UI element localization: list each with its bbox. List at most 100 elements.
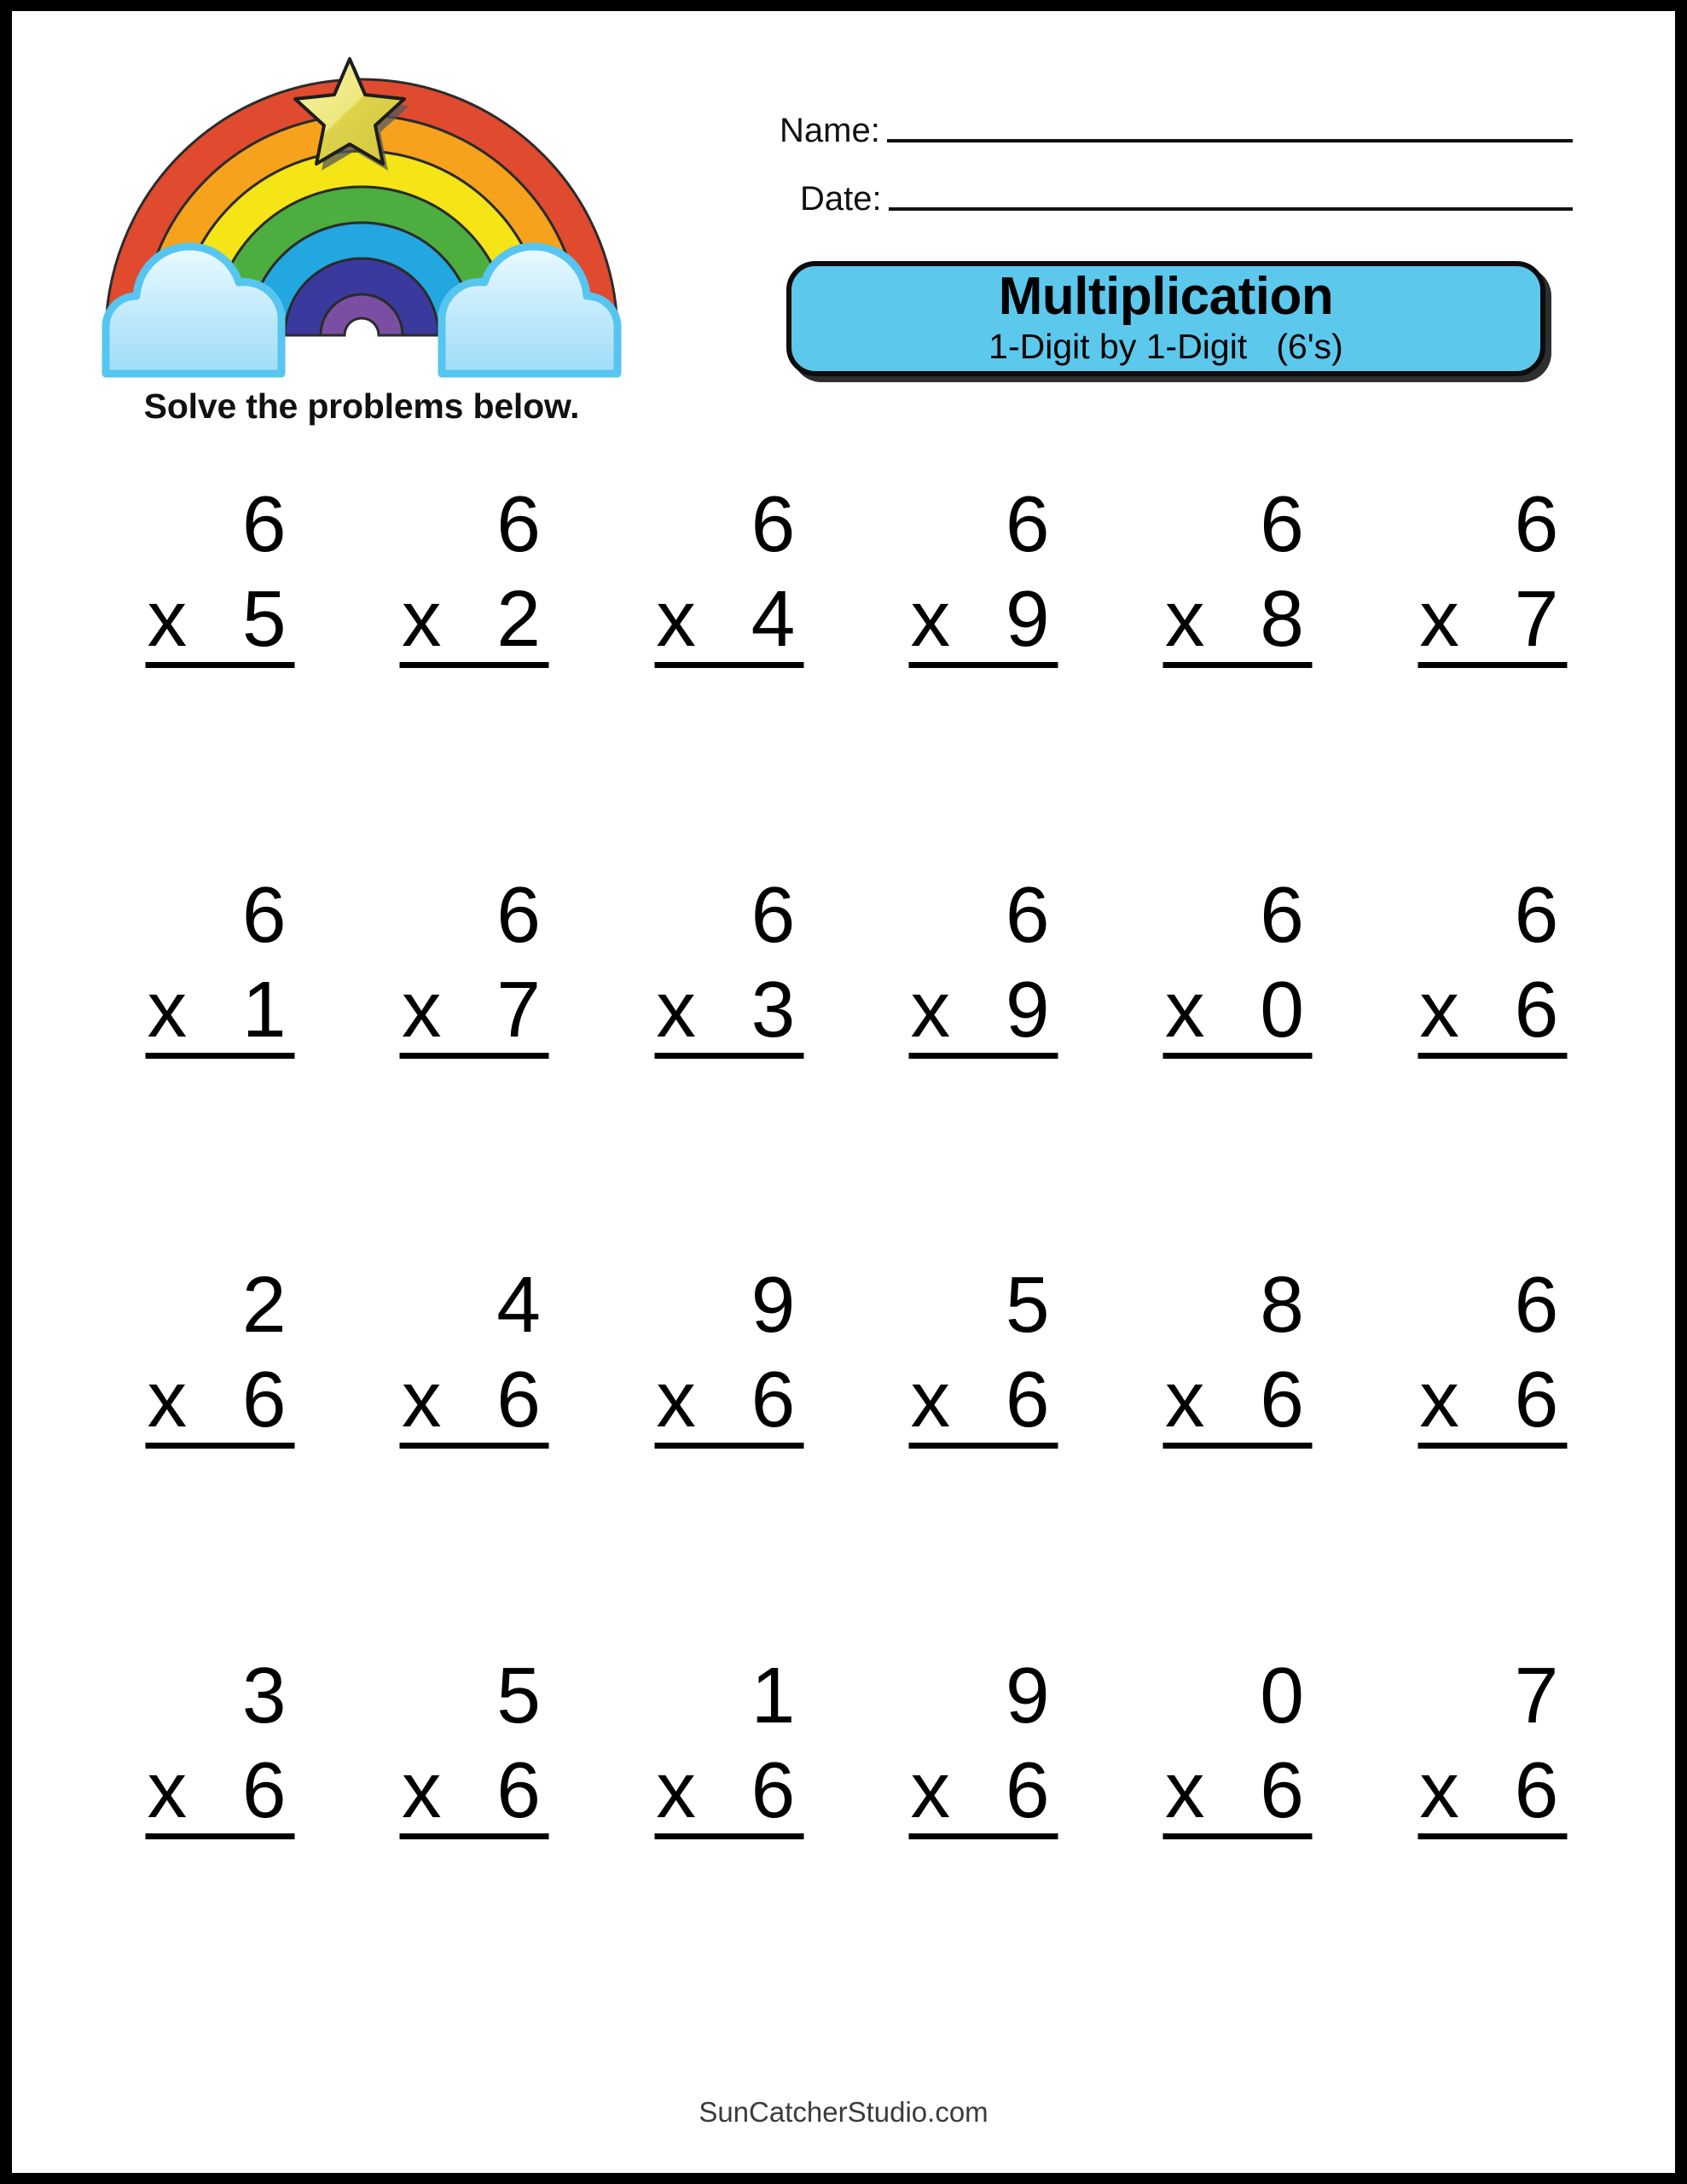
problem-multiplicand: 5 bbox=[496, 1650, 541, 1740]
worksheet-page: Solve the problems below. Name: Date: Mu… bbox=[12, 11, 1675, 2173]
date-label: Date: bbox=[800, 180, 882, 218]
multiply-operator: x bbox=[401, 1745, 442, 1834]
problem-multiplicand: 6 bbox=[751, 479, 796, 568]
problem-multiplicand: 3 bbox=[241, 1650, 287, 1740]
date-row: Date: bbox=[780, 182, 1573, 216]
problem-multiplier: 7 bbox=[496, 964, 541, 1054]
multiply-operator: x bbox=[1164, 574, 1205, 663]
multiply-operator: x bbox=[401, 1355, 442, 1443]
problem-multiplicand: 2 bbox=[241, 1260, 287, 1349]
problem-multiplier: 6 bbox=[1260, 1745, 1304, 1834]
date-write-line[interactable] bbox=[888, 207, 1573, 211]
problem-multiplier: 6 bbox=[241, 1745, 287, 1834]
problem-multiplier: 6 bbox=[496, 1355, 541, 1443]
problem-multiplicand: 6 bbox=[1260, 479, 1304, 568]
problem-multiplicand: 5 bbox=[1005, 1260, 1050, 1349]
name-write-line[interactable] bbox=[886, 139, 1573, 142]
name-row: Name: bbox=[780, 113, 1573, 148]
cloud-icon bbox=[101, 242, 286, 378]
multiply-operator: x bbox=[910, 1745, 951, 1834]
banner-subtitle: 1-Digit by 1-Digit (6's) bbox=[988, 326, 1343, 366]
problem-multiplier: 6 bbox=[496, 1745, 541, 1834]
problem-multiplier: 9 bbox=[1005, 964, 1050, 1054]
problem-multiplier: 3 bbox=[751, 964, 796, 1054]
multiply-operator: x bbox=[147, 1745, 188, 1834]
star-icon bbox=[293, 57, 409, 171]
problem-multiplier: 6 bbox=[751, 1745, 796, 1834]
multiply-operator: x bbox=[1164, 1745, 1205, 1834]
name-label: Name: bbox=[780, 112, 880, 149]
instruction-text: Solve the problems below. bbox=[143, 386, 580, 426]
multiply-operator: x bbox=[1419, 574, 1459, 663]
problem-multiplier: 6 bbox=[751, 1355, 796, 1443]
problem-multiplicand: 6 bbox=[241, 479, 287, 568]
multiply-operator: x bbox=[147, 574, 188, 663]
multiply-operator: x bbox=[1164, 1355, 1205, 1443]
worksheet-header: Solve the problems below. Name: Date: Mu… bbox=[12, 11, 1675, 455]
problem-multiplicand: 4 bbox=[496, 1260, 541, 1349]
multiply-operator: x bbox=[401, 964, 442, 1054]
problem-multiplier: 8 bbox=[1260, 574, 1304, 663]
problem-multiplier: 2 bbox=[496, 574, 541, 663]
problem-multiplier: 6 bbox=[1260, 1355, 1304, 1443]
multiply-operator: x bbox=[1164, 964, 1205, 1054]
multiply-operator: x bbox=[147, 964, 188, 1054]
problem-multiplicand: 1 bbox=[751, 1650, 796, 1740]
problem-multiplicand: 0 bbox=[1260, 1650, 1304, 1740]
problem-multiplier: 6 bbox=[1005, 1355, 1050, 1443]
multiply-operator: x bbox=[147, 1355, 188, 1443]
problem-multiplier: 6 bbox=[241, 1355, 287, 1443]
multiply-operator: x bbox=[656, 1745, 696, 1834]
problem-multiplier: 0 bbox=[1260, 964, 1304, 1054]
problem-multiplicand: 6 bbox=[1005, 479, 1050, 568]
footer-watermark: SunCatcherStudio.com bbox=[699, 2096, 988, 2128]
multiply-operator: x bbox=[1419, 1355, 1459, 1443]
problem-multiplicand: 6 bbox=[1514, 869, 1559, 959]
multiply-operator: x bbox=[1419, 964, 1459, 1054]
name-date-block: Name: Date: bbox=[780, 113, 1573, 250]
problem-multiplicand: 6 bbox=[1514, 479, 1559, 568]
problem-multiplier: 6 bbox=[1514, 1745, 1559, 1834]
multiply-operator: x bbox=[656, 574, 696, 663]
